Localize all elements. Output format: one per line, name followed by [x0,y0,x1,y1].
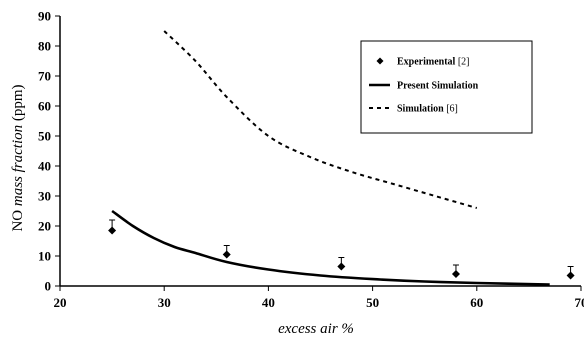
x-tick-label: 40 [262,295,275,310]
y-tick-label: 0 [45,279,52,294]
series-present-simulation [111,209,550,286]
x-tick-label: 30 [158,295,171,310]
legend-item-experimental: Experimental [2] [376,57,470,68]
x-tick-label: 20 [54,295,67,310]
y-tick-label: 50 [38,129,51,144]
legend-item-simulation: Simulation [6] [369,104,458,115]
y-tick-label: 60 [38,99,51,114]
legend: Experimental [2] Present Simulation Simu… [360,40,533,134]
legend-item-present-simulation: Present Simulation [369,81,479,92]
y-tick-label: 10 [38,249,51,264]
y-tick-label: 90 [38,9,51,24]
y-tick-label: 20 [38,219,51,234]
legend-box [360,40,533,134]
y-axis-title-prefix: NO [10,206,26,231]
data-point [222,250,231,259]
data-point [108,226,117,235]
data-point [566,271,575,280]
y-tick-label: 40 [38,159,51,174]
x-tick-label: 70 [575,295,584,310]
data-point [451,270,460,278]
series-layer [108,30,575,286]
legend-marker-experimental [376,57,384,65]
y-axis-ticks: 0 10 20 30 40 50 60 70 80 90 [38,9,60,294]
x-tick-label: 60 [470,295,483,310]
x-axis-title: excess air % [278,321,354,337]
y-axis-title-suffix: (ppm) [10,84,26,124]
legend-label-simulation: Simulation [6] [397,104,458,115]
x-tick-label: 50 [366,295,379,310]
y-axis-title-italic: mass fraction [10,125,26,206]
series-experimental [108,219,575,280]
plot-area [59,16,581,287]
y-axis-title: NO mass fraction (ppm) [10,84,26,231]
series-line-present-simulation [111,209,550,286]
legend-label-experimental: Experimental [2] [397,57,470,68]
y-tick-label: 70 [38,69,51,84]
series-line-simulation [163,30,478,209]
legend-label-present-simulation: Present Simulation [397,81,479,92]
x-axis-ticks: 20 30 40 50 60 70 [54,286,584,310]
data-point [337,262,346,271]
series-simulation [163,30,478,209]
y-tick-label: 30 [38,189,51,204]
y-tick-label: 80 [38,39,51,54]
